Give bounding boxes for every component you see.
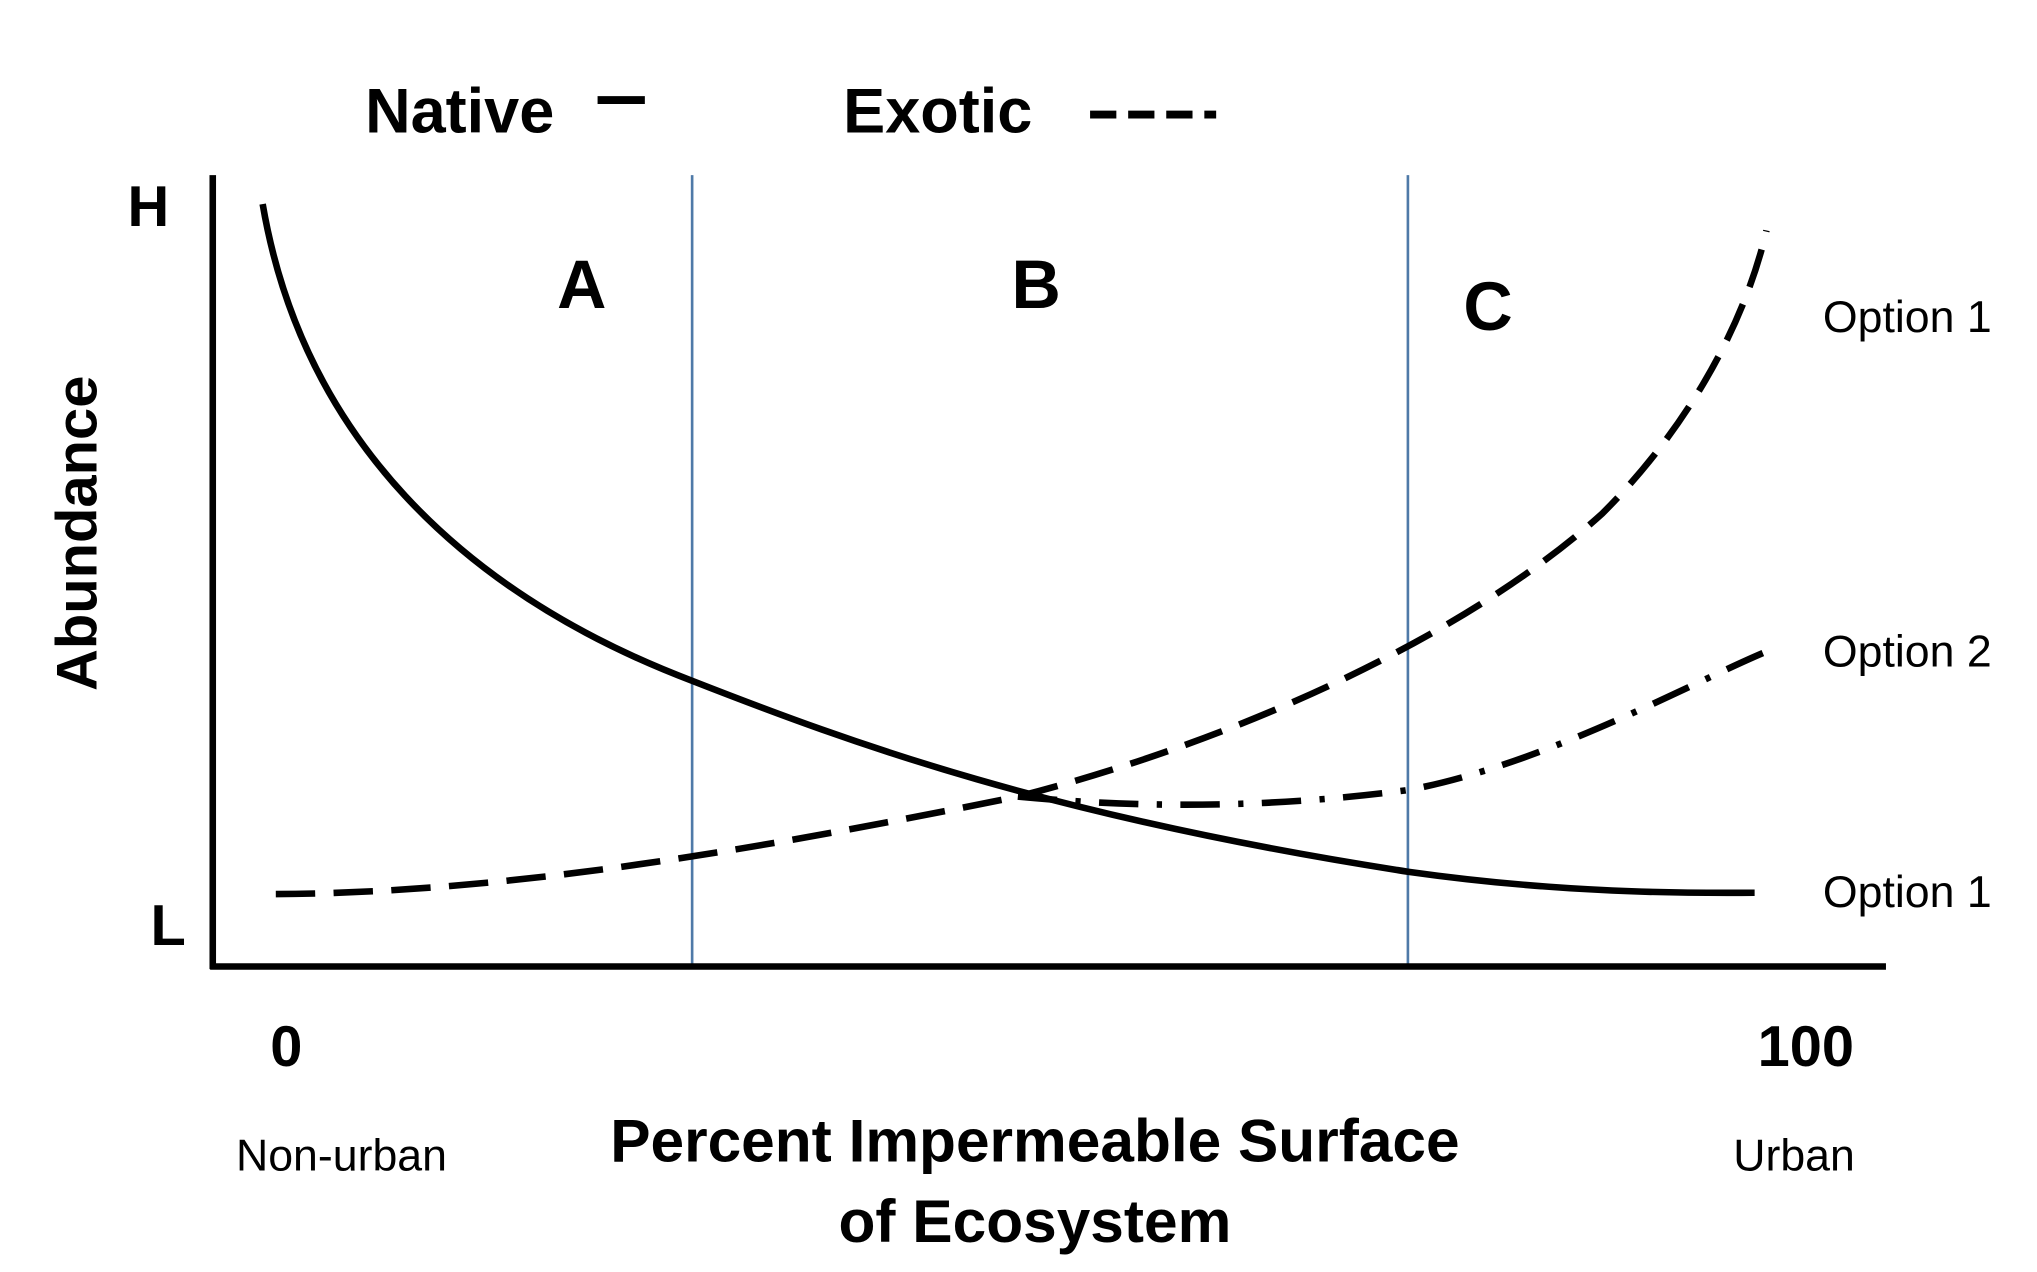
legend-exotic: Exotic (843, 76, 1032, 146)
y-high-label: H (128, 175, 170, 239)
curve-label: Option 1 (1823, 868, 1992, 917)
exotic-curve-option-2 (1017, 644, 1777, 809)
zone-label: A (557, 247, 606, 323)
curve-label: Option 2 (1823, 627, 1992, 676)
x-axis-title: of Ecosystem (839, 1187, 1232, 1255)
x-min-label: 0 (270, 1015, 302, 1079)
x-axis-title: Percent Impermeable Surface (610, 1107, 1459, 1175)
exotic-curve-option-1 (275, 229, 1770, 898)
zone-label: C (1463, 269, 1512, 345)
legend-native: Native (365, 76, 554, 146)
y-low-label: L (150, 894, 185, 958)
x-max-label: 100 (1758, 1015, 1854, 1079)
zone-label: B (1012, 247, 1061, 323)
x-max-note: Urban (1733, 1132, 1855, 1181)
native-curve (259, 203, 1755, 897)
curve-label: Option 1 (1823, 293, 1992, 342)
y-axis-title: Abundance (46, 376, 110, 691)
x-min-note: Non-urban (236, 1132, 447, 1181)
